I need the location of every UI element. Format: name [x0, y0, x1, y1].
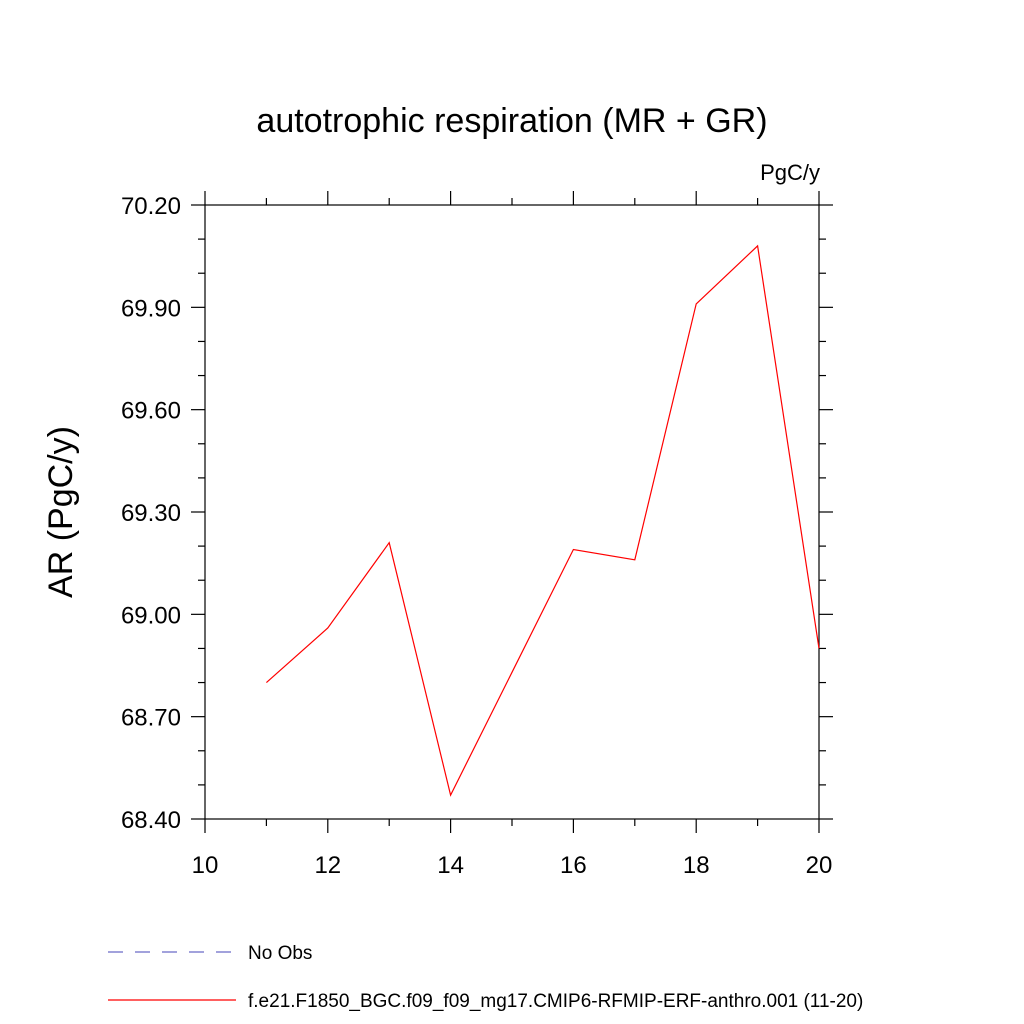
x-tick-label: 16 — [560, 852, 587, 879]
x-tick-label: 14 — [437, 852, 464, 879]
plot-frame — [204, 204, 820, 820]
series-line — [266, 244, 820, 797]
x-tick-label: 18 — [683, 852, 710, 879]
units-label: PgC/y — [760, 160, 820, 185]
legend-label: f.e21.F1850_BGC.f09_f09_mg17.CMIP6-RFMIP… — [248, 991, 863, 1012]
legend: No Obs f.e21.F1850_BGC.f09_f09_mg17.CMIP6… — [108, 943, 863, 1012]
y-tick-label: 69.90 — [121, 295, 181, 322]
x-tick-label: 10 — [192, 852, 219, 879]
y-tick-label: 69.00 — [121, 602, 181, 629]
y-axis-label: AR (PgC/y) — [42, 426, 80, 598]
axis-tick-labels: 10 12 14 16 18 20 68.40 68.70 69.00 69.30 69.60 69.… — [121, 193, 832, 879]
y-tick-label: 69.60 — [121, 398, 181, 425]
axis-ticks — [191, 191, 833, 833]
chart-title: autotrophic respiration (MR + GR) — [256, 102, 767, 140]
y-tick-label: 68.70 — [121, 705, 181, 732]
y-tick-label: 70.20 — [121, 193, 181, 220]
y-tick-label: 69.30 — [121, 500, 181, 527]
y-tick-label: 68.40 — [121, 807, 181, 834]
series-layer — [266, 244, 820, 797]
legend-label: No Obs — [248, 943, 312, 964]
x-tick-label: 20 — [806, 852, 833, 879]
x-tick-label: 12 — [314, 852, 341, 879]
